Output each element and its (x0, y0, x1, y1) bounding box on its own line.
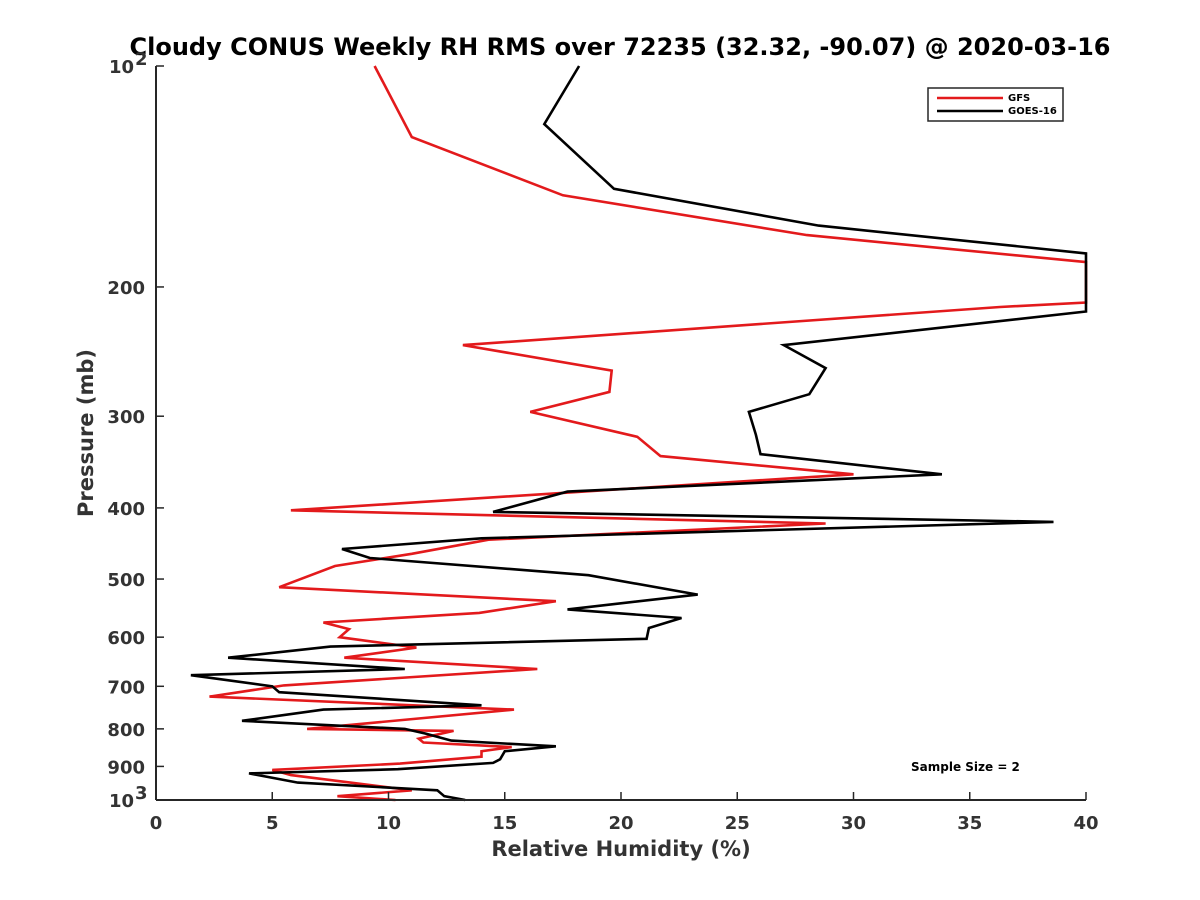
y-tick-label: 500 (107, 570, 145, 591)
x-tick-label: 10 (376, 813, 401, 834)
y-tick-label: 300 (107, 407, 145, 428)
x-axis-label: Relative Humidity (%) (491, 837, 750, 861)
series-line-goes16 (190, 65, 1088, 802)
y-tick-label: 10 (109, 57, 134, 78)
x-ticks: 0 5 10 15 20 25 30 35 40 (150, 792, 1099, 834)
y-tick-label: 800 (107, 720, 145, 741)
chart-title: Cloudy CONUS Weekly RH RMS over 72235 (3… (130, 33, 1111, 61)
x-tick-label: 40 (1073, 813, 1098, 834)
y-tick-label-exponent: 3 (135, 783, 148, 804)
legend-label-goes16: GOES-16 (1008, 106, 1057, 117)
x-tick-label: 0 (150, 813, 163, 834)
y-tick-label: 10 (109, 791, 134, 812)
x-tick-label: 15 (492, 813, 517, 834)
x-tick-label: 20 (608, 813, 633, 834)
x-tick-label: 30 (841, 813, 866, 834)
x-tick-label: 35 (957, 813, 982, 834)
legend-label-gfs: GFS (1008, 93, 1030, 104)
plot-area: 0 5 10 15 20 25 30 35 40 10 220030040050060070080… (107, 49, 1098, 834)
y-tick-label: 200 (107, 278, 145, 299)
series-line-gfs (209, 65, 1088, 802)
series-layer (190, 65, 1088, 802)
x-tick-label: 25 (725, 813, 750, 834)
y-tick-label: 700 (107, 677, 145, 698)
y-tick-label-exponent: 2 (135, 49, 148, 70)
y-axis-label: Pressure (mb) (74, 349, 98, 517)
legend: GFS GOES-16 (927, 87, 1064, 122)
legend-box (927, 87, 1064, 122)
x-tick-label: 5 (266, 813, 279, 834)
y-tick-label: 400 (107, 499, 145, 520)
sample-size-annotation: Sample Size = 2 (911, 760, 1020, 774)
y-tick-label: 600 (107, 628, 145, 649)
y-tick-label: 900 (107, 757, 145, 778)
